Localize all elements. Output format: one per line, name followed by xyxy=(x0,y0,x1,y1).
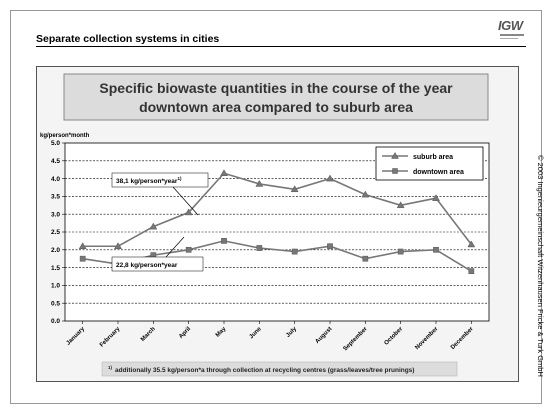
series-line-1 xyxy=(82,240,472,272)
footnote-text: additionally 35.5 kg/person*a through co… xyxy=(115,367,414,374)
footnote-box xyxy=(101,361,458,377)
point-series-0-11 xyxy=(467,240,476,248)
y-tick-label-6: 3.0 xyxy=(51,211,60,218)
slide-title: Separate collection systems in cities xyxy=(36,33,220,45)
y-tick-label-3: 1.5 xyxy=(51,265,60,272)
logo-bar xyxy=(500,34,524,36)
y-tick-label-10: 5.0 xyxy=(51,140,60,147)
point-series-0-4 xyxy=(220,169,228,177)
x-tick-label-6: July xyxy=(285,326,298,339)
x-axis-ticks: January February March April May June July Augu… xyxy=(66,321,475,353)
legend-marker-downtown xyxy=(392,168,398,174)
x-tick-label-2: March xyxy=(140,326,157,343)
series-lines xyxy=(82,172,472,272)
point-series-0-8 xyxy=(361,190,370,198)
point-series-1-5 xyxy=(256,245,263,251)
point-series-1-7 xyxy=(327,243,333,250)
downtown-total-box xyxy=(111,256,204,272)
point-series-1-8 xyxy=(362,255,369,262)
title-rule xyxy=(36,46,526,47)
y-tick-label-0: 0.0 xyxy=(51,318,60,325)
point-series-1-6 xyxy=(291,248,298,255)
copyright-notice: © 2003 Ingenieurgemeinschaft Witzenhause… xyxy=(533,155,547,395)
y-tick-label-9: 4.5 xyxy=(51,158,60,165)
point-series-0-2 xyxy=(149,222,158,230)
legend-label-downtown: downtown area xyxy=(413,169,464,176)
point-series-1-3 xyxy=(185,246,192,253)
y-tick-label-2: 1.0 xyxy=(51,283,60,290)
downtown-total-pointer xyxy=(165,236,185,258)
footnote: 1) additionally 35.5 kg/person*a through … xyxy=(108,365,414,374)
x-tick-label-0: January xyxy=(66,326,87,347)
chart-title-box xyxy=(63,73,489,121)
x-tick-label-1: February xyxy=(99,326,122,349)
point-series-0-10 xyxy=(432,194,440,201)
x-tick-label-8: September xyxy=(343,326,370,353)
suburb-total-value: 38,1 kg/person*year xyxy=(116,178,178,185)
point-series-1-9 xyxy=(397,248,404,255)
y-tick-label-1: 0.5 xyxy=(51,300,60,307)
y-axis-label: kg/person*month xyxy=(40,133,90,139)
y-tick-label-5: 2.5 xyxy=(51,229,60,236)
logo-bar-thin xyxy=(500,38,518,39)
point-series-0-5 xyxy=(255,179,264,187)
x-tick-label-9: October xyxy=(384,326,405,347)
chart-title-line-2: downtown area compared to suburb area xyxy=(139,99,413,115)
x-tick-label-3: April xyxy=(178,326,192,340)
copyright-text: © 2003 Ingenieurgemeinschaft Witzenhause… xyxy=(536,155,545,377)
legend: suburb area downtown area xyxy=(375,146,484,181)
point-series-0-1 xyxy=(114,242,122,249)
footnote-marker: 1) xyxy=(108,365,113,370)
x-tick-label-10: November xyxy=(414,326,439,351)
point-series-0-3 xyxy=(184,208,193,216)
point-series-0-6 xyxy=(290,185,299,193)
y-tick-label-7: 3.5 xyxy=(51,194,60,201)
suburb-total-label: 38,1 kg/person*year1) xyxy=(116,176,182,185)
point-series-0-0 xyxy=(78,242,87,249)
x-tick-label-5: June xyxy=(249,326,264,341)
legend-label-suburb: suburb area xyxy=(413,154,453,161)
point-series-1-4 xyxy=(221,238,227,244)
point-series-1-11 xyxy=(468,268,475,275)
y-axis-ticks: 0.0 0.5 1.0 1.5 2.0 2.5 3.0 3.5 4.0 4.5 5.0 xyxy=(51,140,65,325)
company-logo: IGW xyxy=(498,18,528,44)
legend-box xyxy=(375,146,484,181)
chart-frame: Specific biowaste quantities in the cour… xyxy=(36,66,519,382)
x-tick-label-11: December xyxy=(450,326,475,351)
point-series-1-0 xyxy=(79,255,86,262)
downtown-total-label: 22,8 kg/person*year xyxy=(116,262,178,269)
chart-title-line-1: Specific biowaste quantities in the cour… xyxy=(99,80,453,96)
biowaste-line-chart: Specific biowaste quantities in the cour… xyxy=(40,73,490,377)
logo-text: IGW xyxy=(498,18,523,33)
suburb-total-pointer xyxy=(172,186,199,216)
x-tick-label-7: August xyxy=(315,326,334,345)
point-series-0-9 xyxy=(396,201,405,209)
point-series-0-7 xyxy=(326,174,334,182)
slide-border xyxy=(10,10,542,404)
suburb-total-box xyxy=(111,172,209,188)
y-tick-label-8: 4.0 xyxy=(51,176,60,183)
legend-marker-suburb xyxy=(391,152,399,159)
y-tick-label-4: 2.0 xyxy=(51,247,60,254)
series-line-0 xyxy=(82,172,472,248)
x-tick-label-4: May xyxy=(215,326,228,339)
series-markers xyxy=(78,169,476,275)
suburb-total-superscript: 1) xyxy=(177,176,182,181)
point-series-1-10 xyxy=(433,246,439,253)
